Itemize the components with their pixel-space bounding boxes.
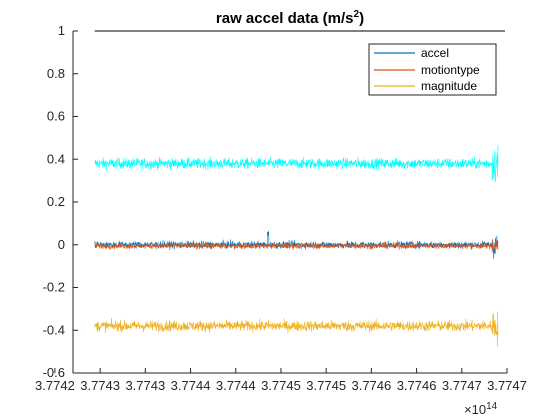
legend-label-motiontype: motiontype	[421, 63, 480, 77]
series-line-magnitude	[94, 311, 499, 347]
legend-label-accel: accel	[421, 46, 449, 60]
y-tick-label: -0.4	[43, 322, 65, 337]
chart-title-superscript: 2	[354, 9, 360, 20]
y-tick-label: 0	[58, 237, 65, 252]
x-tick-label: 3.7746	[351, 378, 391, 393]
x-tick-label: 3.7747	[442, 378, 482, 393]
x-tick-label: 3.7743	[80, 378, 120, 393]
legend-label-magnitude: magnitude	[421, 79, 477, 93]
x-tick-label: 3.7747	[487, 378, 527, 393]
chart-title-close: )	[359, 10, 364, 27]
x-tick-label: 3.7743	[125, 378, 165, 393]
y-tick-label: 1	[58, 23, 65, 38]
x-tick-label: 3.7742	[35, 378, 75, 393]
x-tick-label: 3.7745	[261, 378, 301, 393]
x-tick-label: 3.7745	[306, 378, 346, 393]
y-tick-label: 0.6	[47, 109, 65, 124]
x-exponent-power: 14	[486, 401, 498, 412]
x-tick-label: 3.7744	[171, 378, 211, 393]
series-line-motiontype	[94, 238, 499, 254]
axes-layer: -0.6 -0.4 -0.2 0 0.2 0.4 0.6 0.8 1 3.7742 3.7743 3.…	[35, 23, 527, 393]
y-tick-label: -0.2	[43, 280, 65, 295]
y-tick-label: 0.4	[47, 151, 65, 166]
x-tick-label: 3.7744	[216, 378, 256, 393]
series-line-unnamed	[94, 145, 499, 183]
legend: accel motiontype magnitude	[368, 43, 497, 96]
series-layer	[94, 30, 505, 347]
y-tick-label: 0.2	[47, 194, 65, 209]
chart-title: raw accel data (m/s2)	[216, 9, 364, 27]
y-tick-label: -0.6	[43, 365, 65, 380]
x-exponent-label: ×1014	[464, 401, 498, 417]
x-tick-label: 3.7746	[397, 378, 437, 393]
y-tick-label: 0.8	[47, 66, 65, 81]
